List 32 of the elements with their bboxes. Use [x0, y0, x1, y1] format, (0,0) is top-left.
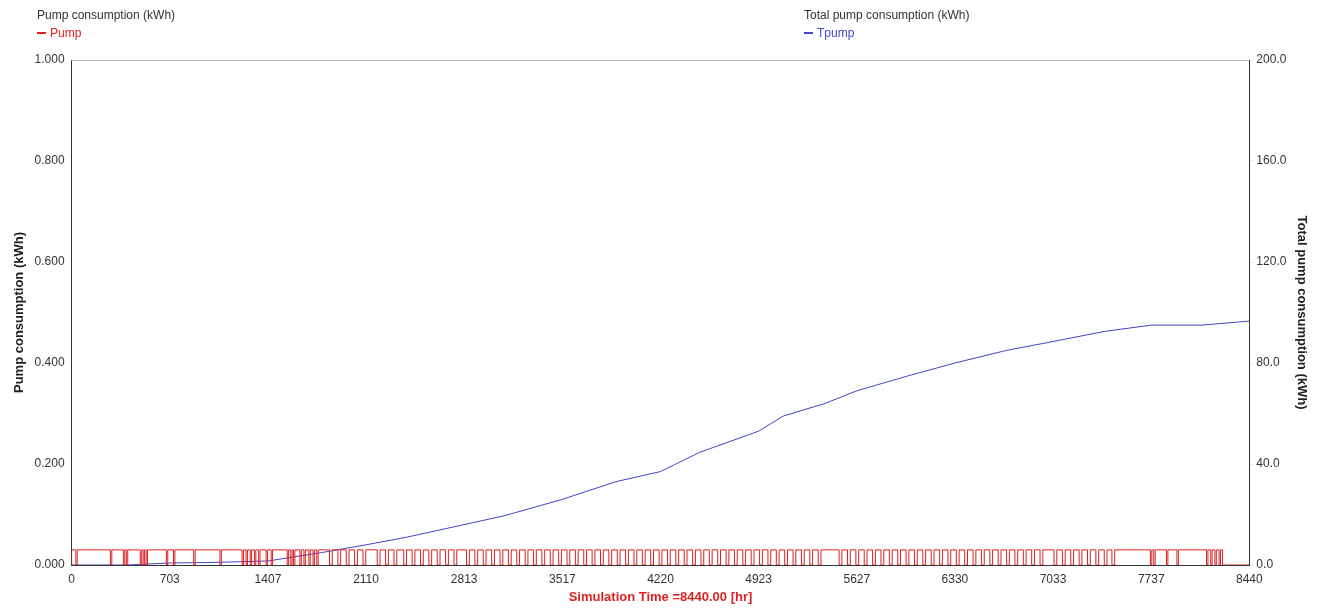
y-tick-label: 0.200 [34, 456, 65, 471]
text: Total pump consumption (kWh) [804, 8, 970, 22]
y2-tick-label: 40.0 [1256, 456, 1281, 471]
y2-axis-title: Total pump consumption (kWh) [1294, 215, 1310, 410]
x-tick-label: 0 [68, 571, 76, 586]
x-tick-label: 5627 [843, 571, 871, 586]
y2-tick-label: 200.0 [1256, 52, 1287, 67]
x-tick-label: 3517 [549, 571, 577, 586]
y-tick-label: 0.000 [34, 557, 65, 572]
x-tick-label: 1407 [254, 571, 282, 586]
text: Pump consumption (kWh) [37, 8, 176, 22]
x-tick-label: 6330 [941, 571, 969, 586]
y-axis-title: Pump consumption (kWh) [11, 231, 27, 394]
y-tick-label: 0.600 [34, 254, 65, 269]
y2-tick-label: 160.0 [1256, 153, 1287, 168]
x-tick-label: 8440 [1236, 571, 1264, 586]
x-tick-label: 4923 [745, 571, 773, 586]
y-tick-label: 1.000 [34, 52, 65, 67]
x-tick-label: 703 [159, 571, 181, 586]
x-tick-label: 2110 [353, 571, 380, 586]
x-tick-label: 2813 [450, 571, 478, 586]
x-tick-label: 7737 [1137, 571, 1165, 586]
x-axis-title: Simulation Time =8440.00 [hr] [568, 588, 753, 604]
x-tick-label: 7033 [1039, 571, 1067, 586]
legend-label: Tpump [817, 26, 855, 40]
y2-tick-label: 0.0 [1256, 557, 1274, 572]
y-tick-label: 0.800 [34, 153, 65, 168]
y-tick-label: 0.400 [34, 355, 65, 370]
legend-label: Pump [50, 26, 82, 40]
x-tick-label: 4220 [647, 571, 675, 586]
y2-tick-label: 120.0 [1256, 254, 1287, 269]
y2-tick-label: 80.0 [1256, 355, 1281, 370]
